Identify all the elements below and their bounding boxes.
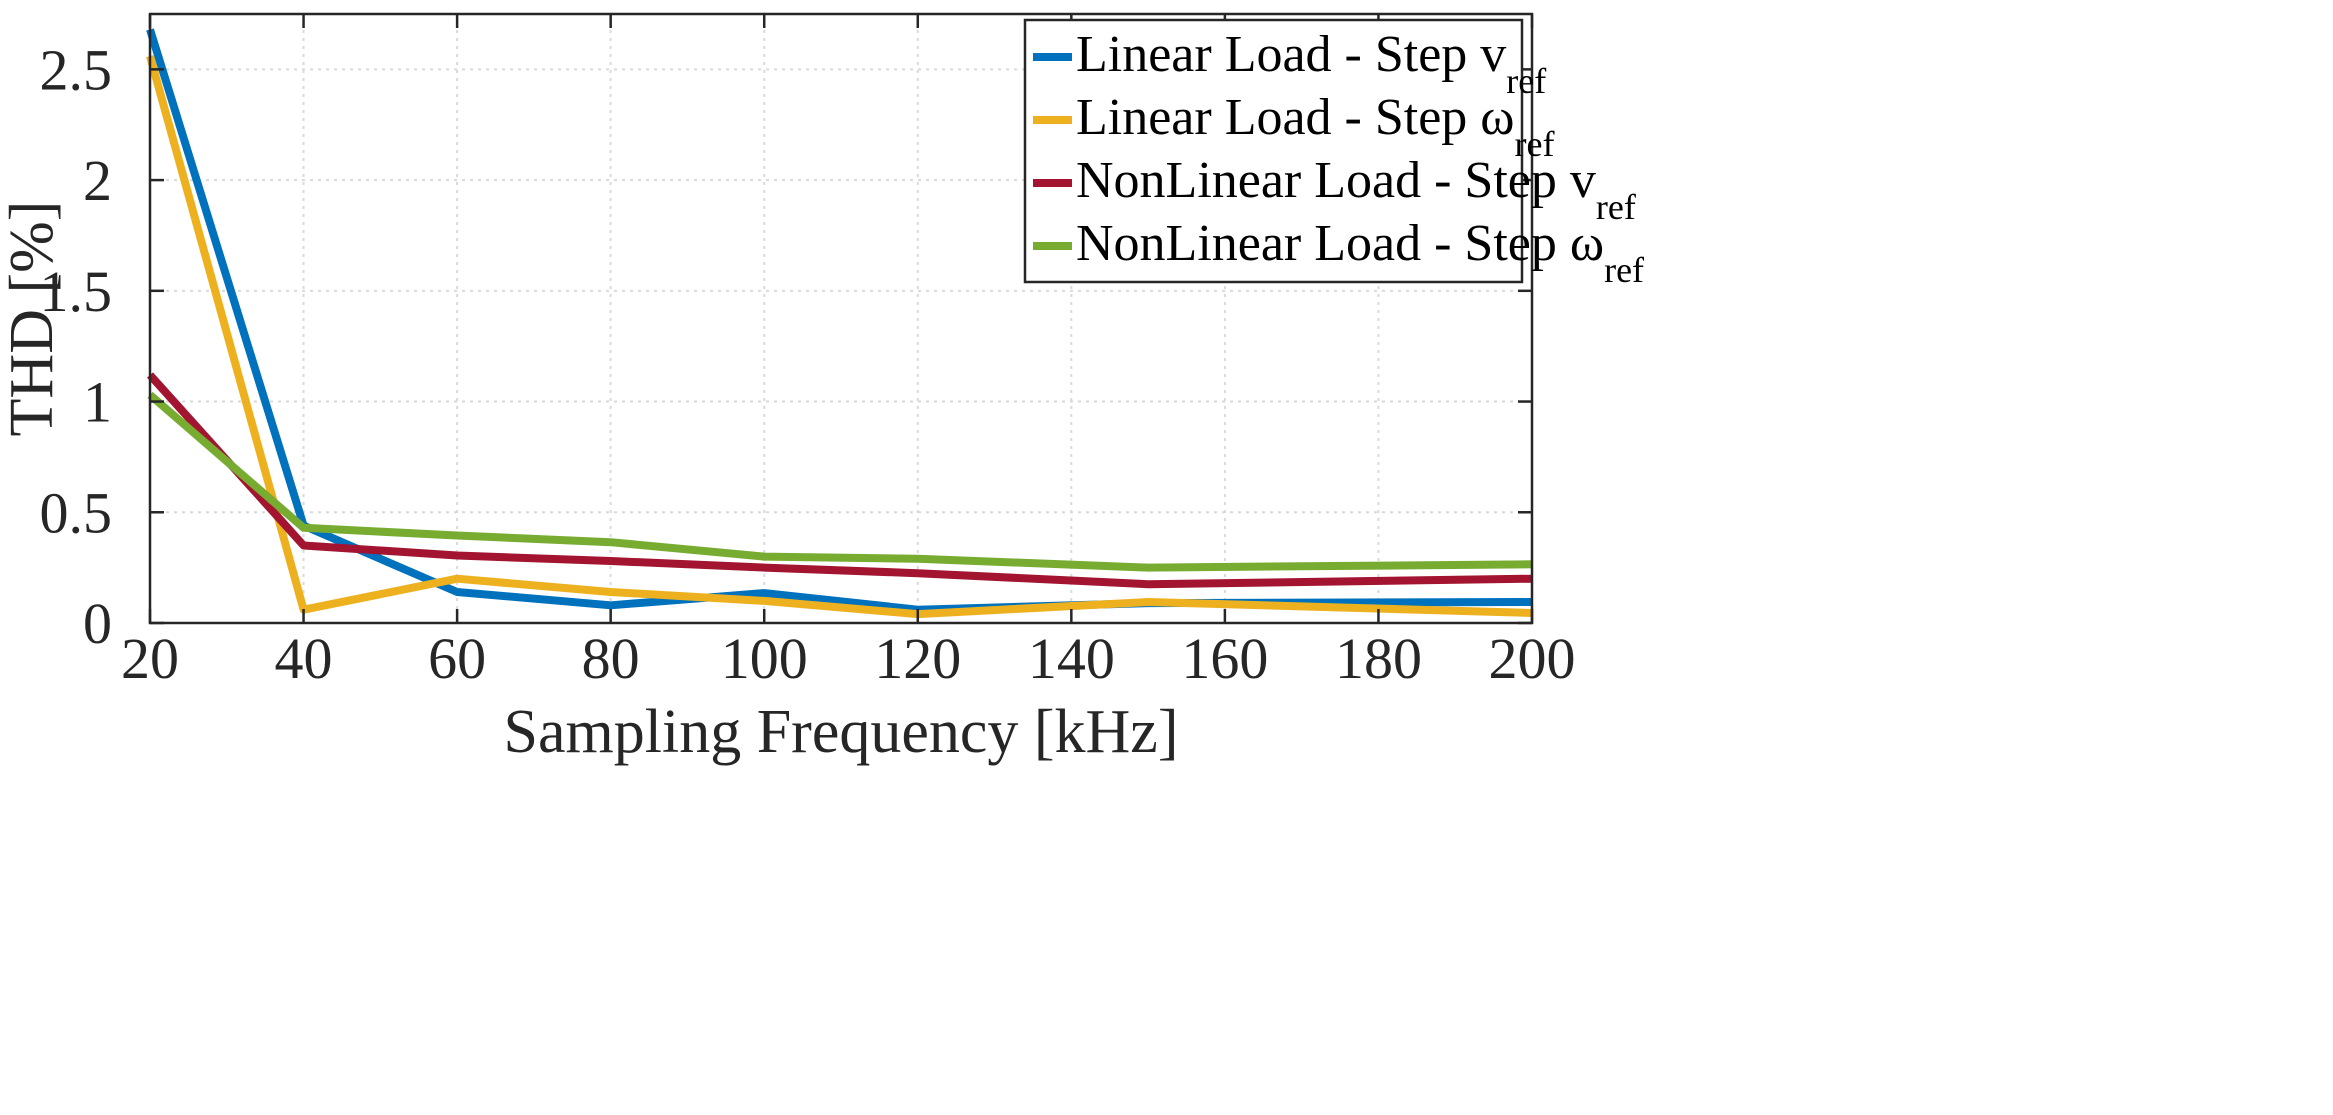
x-tick-label: 60 — [428, 626, 486, 691]
x-tick-label: 120 — [874, 626, 961, 691]
legend-label-main: Linear Load - Step v — [1076, 26, 1506, 83]
legend-label-main: NonLinear Load - Step ω — [1076, 215, 1604, 272]
legend-label: NonLinear Load - Step ωref — [1076, 215, 1644, 290]
legend-label: Linear Load - Step ωref — [1076, 89, 1555, 164]
legend-label-main: Linear Load - Step ω — [1076, 89, 1515, 146]
y-tick-label: 1 — [83, 370, 112, 435]
legend-label-subscript: ref — [1515, 124, 1555, 164]
x-tick-label: 40 — [275, 626, 333, 691]
x-tick-label: 180 — [1335, 626, 1422, 691]
legend-item: Linear Load - Step vref — [1033, 26, 1546, 101]
legend-item: NonLinear Load - Step vref — [1033, 152, 1636, 227]
y-tick-label: 2.5 — [40, 37, 113, 102]
legend-box — [1023, 18, 1524, 284]
y-tick-label: 0.5 — [40, 480, 113, 545]
y-tick-labels: 0 0.5 1 1.5 2 2.5 — [40, 37, 113, 656]
x-tick-labels: 20 40 60 80 100 120 140 160 180 200 — [121, 626, 1576, 691]
legend-label: Linear Load - Step vref — [1076, 26, 1546, 101]
x-tick-label: 80 — [582, 626, 640, 691]
x-axis-label: Sampling Frequency [kHz] — [504, 698, 1179, 766]
series-lines — [146, 28, 1533, 619]
y-tick-label: 1.5 — [40, 259, 113, 324]
series-line-2 — [146, 55, 1533, 619]
x-tick-label: 160 — [1181, 626, 1268, 691]
y-tick-label: 2 — [83, 148, 112, 213]
legend-item: NonLinear Load - Step ωref — [1033, 215, 1644, 290]
series-line-3 — [147, 372, 1533, 589]
legend-label: NonLinear Load - Step vref — [1076, 152, 1636, 227]
legend-label-subscript: ref — [1506, 61, 1546, 101]
x-tick-label: 100 — [721, 626, 808, 691]
x-tick-label: 200 — [1489, 626, 1576, 691]
legend-label-subscript: ref — [1604, 250, 1644, 290]
y-axis-label: THD [%] — [0, 201, 66, 437]
x-tick-label: 20 — [121, 626, 179, 691]
x-tick-label: 140 — [1028, 626, 1115, 691]
series-line-4 — [147, 391, 1533, 572]
plot-frame — [148, 12, 1534, 625]
legend-label-subscript: ref — [1596, 187, 1636, 227]
legend-label-main: NonLinear Load - Step v — [1076, 152, 1596, 209]
y-tick-label: 0 — [83, 591, 112, 656]
legend-item: Linear Load - Step ωref — [1033, 89, 1555, 164]
